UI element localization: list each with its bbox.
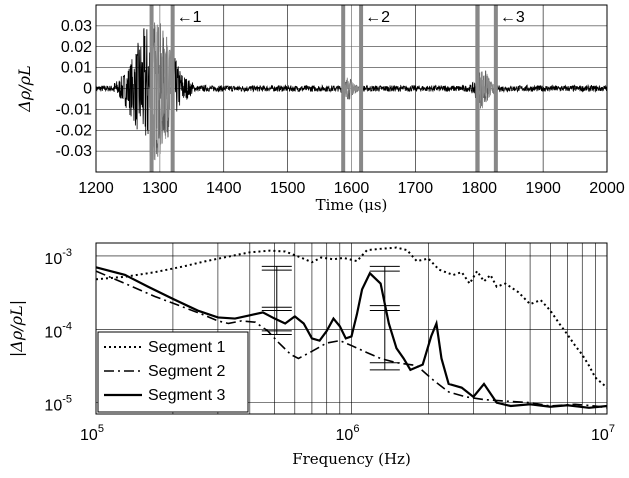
y-axis-label: Δρ/ρL (15, 65, 34, 112)
x-axis-label: Time (μs) (316, 196, 388, 214)
x-tick-label: 1900 (525, 180, 561, 197)
segment-signal-1 (151, 24, 173, 161)
x-tick-label: 1700 (398, 180, 434, 197)
y-tick-label: -0.01 (56, 101, 93, 118)
y-tick-label: 0.03 (61, 18, 92, 35)
legend: Segment 1 Segment 2 Segment 3 (97, 331, 249, 413)
x-tick-label: 1600 (334, 180, 370, 197)
time-signal-chart: ←1 ←2 ←3 1200 1300 1400 1500 1600 1700 1800 1900 20… (15, 4, 625, 214)
x-tick-label: 1500 (270, 180, 306, 197)
y-tick-label: -0.03 (56, 143, 93, 160)
legend-box (97, 331, 249, 413)
y-tick-label: 10-4 (44, 320, 72, 341)
x-tick-label: 1200 (78, 180, 114, 197)
y-tick-label: -0.02 (56, 122, 93, 139)
x-tick-label: 107 (591, 423, 615, 444)
y-tick-label: 0.02 (61, 39, 92, 56)
plot-frame (95, 242, 608, 415)
y-axis-label: |Δρ/ρL| (7, 300, 26, 357)
segment-label-3: ←3 (500, 9, 525, 26)
x-tick-label: 2000 (589, 180, 625, 197)
y-tick-label: 10-3 (44, 247, 72, 268)
plot-frame (95, 4, 608, 173)
y-tick-label: 0.01 (61, 60, 92, 77)
x-axis-label: Frequency (Hz) (292, 450, 411, 468)
segment-label-1: ←1 (177, 9, 202, 26)
segment-signal-2 (342, 77, 362, 98)
segment-label-2: ←2 (365, 9, 390, 26)
x-tick-label: 105 (80, 423, 104, 444)
segment-boundary (493, 5, 498, 172)
frequency-spectrum-chart: Segment 1 Segment 2 Segment 3 105 106 107 10-3… (7, 242, 615, 468)
y-tick-label: 10-5 (44, 394, 72, 415)
legend-label-2: Segment 2 (148, 363, 225, 380)
legend-label-1: Segment 1 (148, 339, 225, 356)
series-line-3 (95, 266, 608, 409)
segment-signal-3 (476, 71, 496, 109)
x-tick-label: 1800 (461, 180, 497, 197)
segment-boundary (341, 5, 346, 172)
x-tick-label: 1300 (142, 180, 178, 197)
legend-label-3: Segment 3 (148, 387, 225, 404)
x-tick-label: 106 (336, 423, 360, 444)
y-tick-label: 0 (83, 81, 92, 98)
x-tick-label: 1400 (206, 180, 242, 197)
